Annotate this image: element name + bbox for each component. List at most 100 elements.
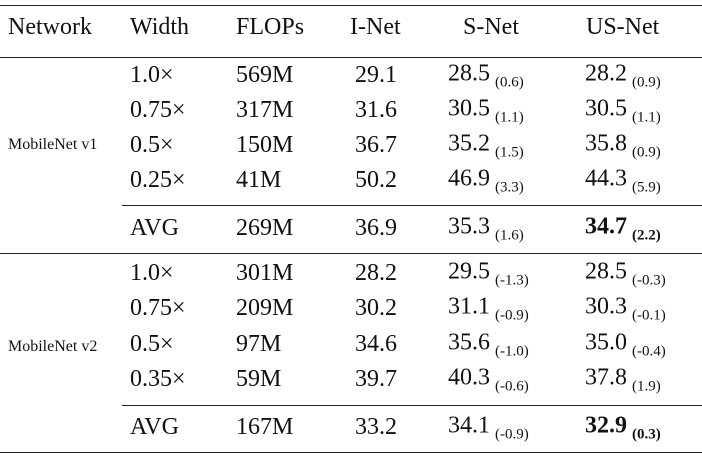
cell: 40.3 (-0.6) (448, 364, 529, 395)
cell: 97M (236, 331, 282, 357)
cell-delta: (0.3) (632, 426, 661, 443)
cell: 28.2 (0.9) (585, 60, 661, 91)
cell: 34.6 (355, 331, 397, 357)
cell: 34.7 (2.2) (585, 213, 661, 244)
cell-value: 46.9 (448, 165, 490, 192)
cell: 28.5 (-0.3) (585, 258, 666, 289)
cell: 30.5 (1.1) (448, 95, 524, 126)
cell-value: 40.3 (448, 364, 490, 391)
cell-value: 30.5 (448, 95, 490, 122)
cell-value: 35.8 (585, 130, 627, 157)
cell-value: 35.0 (585, 329, 627, 356)
cell-value: 34.7 (585, 213, 627, 240)
cell: 0.5× (130, 132, 174, 158)
cell: AVG (130, 414, 179, 440)
cell: 269M (236, 215, 294, 241)
cell: 150M (236, 132, 294, 158)
cell-value: 29.5 (448, 258, 490, 285)
cell: 35.6 (-1.0) (448, 329, 529, 360)
header-cell: US-Net (586, 14, 660, 40)
cell: 30.2 (355, 295, 397, 321)
cell-value: 34.1 (448, 412, 490, 439)
cell: 36.7 (355, 132, 397, 158)
cell-delta: (0.6) (495, 74, 524, 91)
network-label: MobileNet v2 (8, 338, 98, 355)
cell: 35.3 (1.6) (448, 213, 524, 244)
cell-delta: (2.2) (632, 227, 661, 244)
cell-value: 35.2 (448, 130, 490, 157)
cell-delta: (-1.0) (495, 343, 529, 360)
rule (0, 5, 702, 6)
cell-delta: (3.3) (495, 179, 524, 196)
cell: 29.5 (-1.3) (448, 258, 529, 289)
cell: 30.3 (-0.1) (585, 293, 666, 324)
cell-value: 35.3 (448, 213, 490, 240)
cell-delta: (-0.9) (495, 307, 529, 324)
cell-value: 28.2 (585, 60, 627, 87)
header-cell: S-Net (463, 14, 519, 40)
cell: 0.25× (130, 167, 186, 193)
cell: 44.3 (5.9) (585, 165, 661, 196)
cell-value: 35.6 (448, 329, 490, 356)
network-label: MobileNet v1 (8, 136, 98, 153)
cell: 46.9 (3.3) (448, 165, 524, 196)
cell-value: 44.3 (585, 165, 627, 192)
header-cell: Network (8, 14, 92, 40)
cell: 1.0× (130, 62, 174, 88)
cell-delta: (1.1) (632, 109, 661, 126)
cell-value: 30.5 (585, 95, 627, 122)
cell: 0.5× (130, 331, 174, 357)
cell: 34.1 (-0.9) (448, 412, 529, 443)
rule (0, 57, 702, 58)
cell: 31.6 (355, 97, 397, 123)
cell: 39.7 (355, 366, 397, 392)
header-cell: I-Net (350, 14, 401, 40)
cell-value: 28.5 (585, 258, 627, 285)
cell-value: 30.3 (585, 293, 627, 320)
cell: 32.9 (0.3) (585, 412, 661, 443)
cell-delta: (-0.6) (495, 378, 529, 395)
cell-delta: (1.1) (495, 109, 524, 126)
cell: 36.9 (355, 215, 397, 241)
cell-delta: (-0.1) (632, 307, 666, 324)
cell: 28.2 (355, 260, 397, 286)
cell-delta: (1.9) (632, 378, 661, 395)
header-cell: Width (130, 14, 190, 40)
cell: 0.35× (130, 366, 186, 392)
cell-delta: (-0.3) (632, 272, 666, 289)
rule (122, 205, 702, 206)
cell: 35.8 (0.9) (585, 130, 661, 161)
rule (122, 405, 702, 406)
cell-delta: (1.5) (495, 144, 524, 161)
cell-delta: (-1.3) (495, 272, 529, 289)
cell: 35.2 (1.5) (448, 130, 524, 161)
cell-value: 28.5 (448, 60, 490, 87)
cell: 28.5 (0.6) (448, 60, 524, 91)
cell: AVG (130, 215, 179, 241)
cell-delta: (0.9) (632, 74, 661, 91)
cell: 0.75× (130, 295, 186, 321)
cell-delta: (-0.4) (632, 343, 666, 360)
rule (0, 253, 702, 254)
cell: 30.5 (1.1) (585, 95, 661, 126)
cell-delta: (0.9) (632, 144, 661, 161)
cell: 29.1 (355, 62, 397, 88)
cell: 35.0 (-0.4) (585, 329, 666, 360)
cell: 59M (236, 366, 282, 392)
cell: 31.1 (-0.9) (448, 293, 529, 324)
cell: 569M (236, 62, 294, 88)
cell: 301M (236, 260, 294, 286)
cell: 0.75× (130, 97, 186, 123)
cell: 317M (236, 97, 294, 123)
cell-value: 32.9 (585, 412, 627, 439)
cell-value: 37.8 (585, 364, 627, 391)
cell: 209M (236, 295, 294, 321)
rule (0, 452, 702, 453)
cell-value: 31.1 (448, 293, 490, 320)
cell: 167M (236, 414, 294, 440)
cell: 1.0× (130, 260, 174, 286)
cell-delta: (1.6) (495, 227, 524, 244)
cell: 50.2 (355, 167, 397, 193)
header-cell: FLOPs (236, 14, 305, 40)
